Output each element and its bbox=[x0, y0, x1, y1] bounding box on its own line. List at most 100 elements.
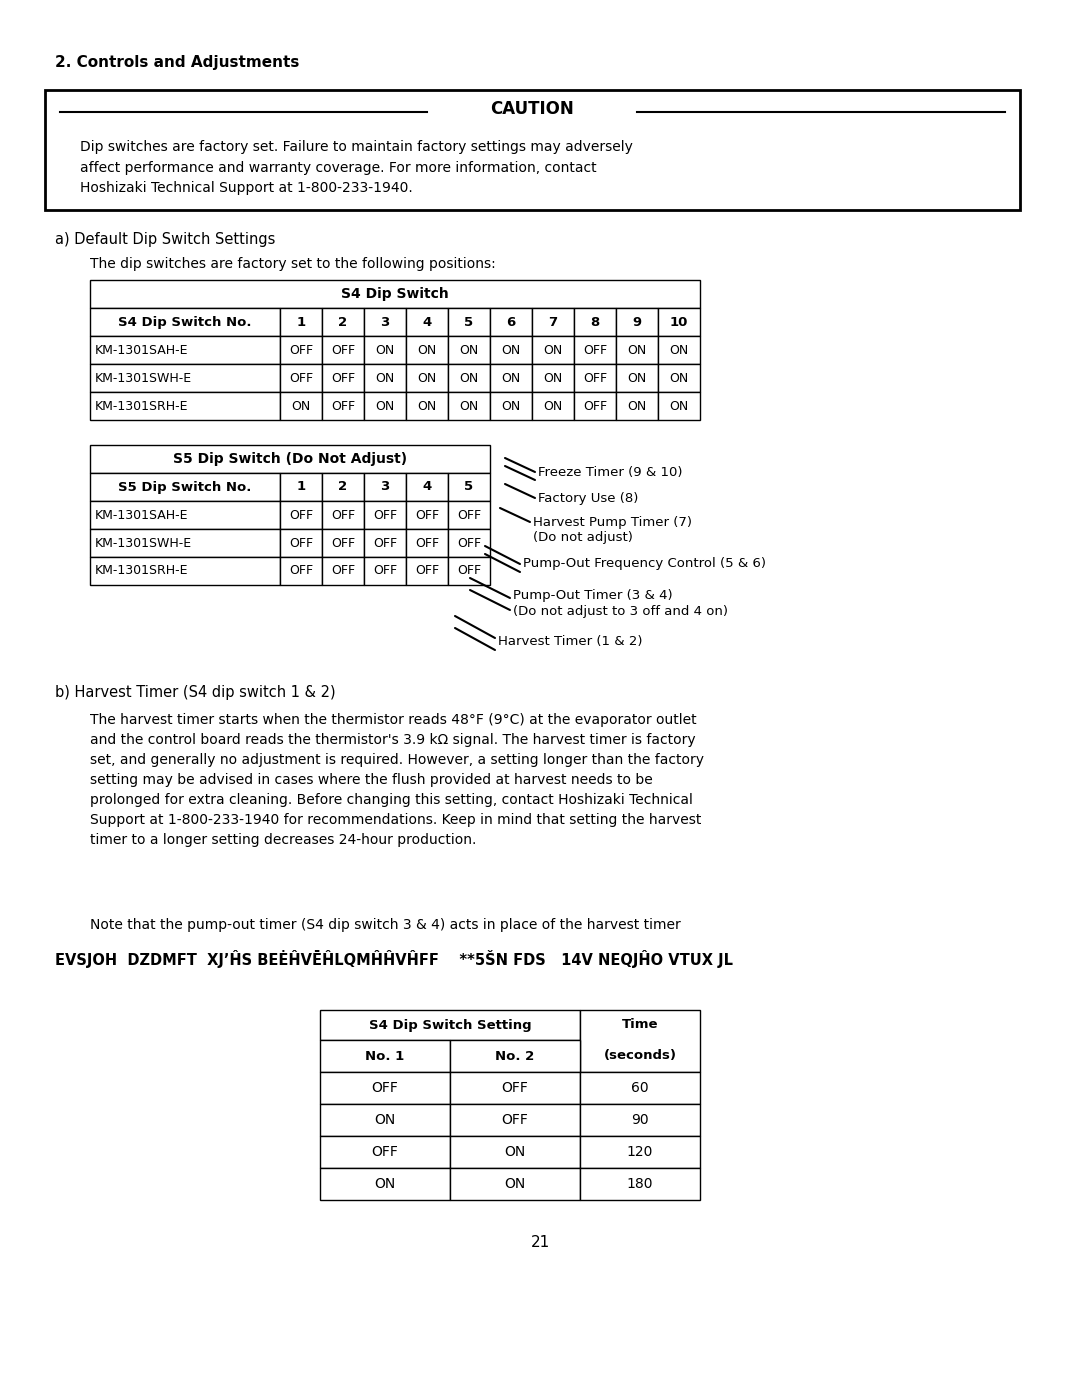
Text: The harvest timer starts when the thermistor reads 48°F (9°C) at the evaporator : The harvest timer starts when the thermi… bbox=[90, 712, 704, 848]
Text: OFF: OFF bbox=[330, 509, 355, 521]
FancyBboxPatch shape bbox=[90, 337, 280, 365]
Text: KM-1301SAH-E: KM-1301SAH-E bbox=[95, 344, 189, 356]
Text: 4: 4 bbox=[422, 481, 432, 493]
Text: ON: ON bbox=[417, 400, 436, 412]
Text: OFF: OFF bbox=[289, 536, 313, 549]
Text: 3: 3 bbox=[380, 316, 390, 328]
FancyBboxPatch shape bbox=[573, 337, 616, 365]
Text: ON: ON bbox=[670, 344, 689, 356]
FancyBboxPatch shape bbox=[406, 365, 448, 393]
FancyBboxPatch shape bbox=[580, 1136, 700, 1168]
Text: OFF: OFF bbox=[289, 509, 313, 521]
FancyBboxPatch shape bbox=[280, 337, 322, 365]
FancyBboxPatch shape bbox=[322, 529, 364, 557]
Text: 5: 5 bbox=[464, 316, 473, 328]
FancyBboxPatch shape bbox=[90, 474, 280, 502]
Text: OFF: OFF bbox=[501, 1081, 528, 1095]
Text: No. 1: No. 1 bbox=[365, 1049, 405, 1063]
FancyBboxPatch shape bbox=[322, 474, 364, 502]
FancyBboxPatch shape bbox=[450, 1104, 580, 1136]
FancyBboxPatch shape bbox=[450, 1071, 580, 1104]
FancyBboxPatch shape bbox=[322, 393, 364, 420]
FancyBboxPatch shape bbox=[320, 1104, 450, 1136]
Text: S5 Dip Switch (Do Not Adjust): S5 Dip Switch (Do Not Adjust) bbox=[173, 453, 407, 467]
Text: OFF: OFF bbox=[330, 564, 355, 577]
FancyBboxPatch shape bbox=[490, 393, 532, 420]
Text: S4 Dip Switch No.: S4 Dip Switch No. bbox=[118, 316, 252, 328]
FancyBboxPatch shape bbox=[322, 365, 364, 393]
FancyBboxPatch shape bbox=[90, 279, 700, 307]
FancyBboxPatch shape bbox=[406, 474, 448, 502]
FancyBboxPatch shape bbox=[532, 365, 573, 393]
Text: OFF: OFF bbox=[372, 1081, 399, 1095]
FancyBboxPatch shape bbox=[448, 393, 490, 420]
Text: 90: 90 bbox=[631, 1113, 649, 1127]
Text: 2. Controls and Adjustments: 2. Controls and Adjustments bbox=[55, 54, 299, 70]
FancyBboxPatch shape bbox=[320, 1071, 450, 1104]
FancyBboxPatch shape bbox=[364, 337, 406, 365]
FancyBboxPatch shape bbox=[616, 393, 658, 420]
FancyBboxPatch shape bbox=[448, 474, 490, 502]
Text: S5 Dip Switch No.: S5 Dip Switch No. bbox=[119, 481, 252, 493]
Text: ON: ON bbox=[504, 1178, 526, 1192]
FancyBboxPatch shape bbox=[322, 557, 364, 585]
Text: OFF: OFF bbox=[289, 564, 313, 577]
FancyBboxPatch shape bbox=[45, 89, 1020, 210]
Text: ON: ON bbox=[627, 400, 647, 412]
Text: ON: ON bbox=[417, 344, 436, 356]
FancyBboxPatch shape bbox=[280, 365, 322, 393]
FancyBboxPatch shape bbox=[280, 393, 322, 420]
Text: OFF: OFF bbox=[330, 372, 355, 384]
Text: ON: ON bbox=[376, 400, 394, 412]
Text: Harvest Pump Timer (7): Harvest Pump Timer (7) bbox=[534, 515, 692, 528]
FancyBboxPatch shape bbox=[320, 1136, 450, 1168]
Text: a) Default Dip Switch Settings: a) Default Dip Switch Settings bbox=[55, 232, 275, 247]
Text: OFF: OFF bbox=[415, 564, 440, 577]
FancyBboxPatch shape bbox=[280, 307, 322, 337]
Text: 60: 60 bbox=[631, 1081, 649, 1095]
FancyBboxPatch shape bbox=[90, 446, 490, 474]
Text: Freeze Timer (9 & 10): Freeze Timer (9 & 10) bbox=[538, 465, 683, 479]
FancyBboxPatch shape bbox=[532, 393, 573, 420]
Text: (seconds): (seconds) bbox=[604, 1049, 676, 1063]
FancyBboxPatch shape bbox=[658, 337, 700, 365]
Text: OFF: OFF bbox=[583, 400, 607, 412]
FancyBboxPatch shape bbox=[406, 502, 448, 529]
Text: Note that the pump-out timer (S4 dip switch 3 & 4) acts in place of the harvest : Note that the pump-out timer (S4 dip swi… bbox=[90, 918, 680, 932]
FancyBboxPatch shape bbox=[450, 1039, 580, 1071]
Text: 10: 10 bbox=[670, 316, 688, 328]
FancyBboxPatch shape bbox=[364, 529, 406, 557]
FancyBboxPatch shape bbox=[406, 557, 448, 585]
Text: Time: Time bbox=[622, 1018, 658, 1031]
Text: 180: 180 bbox=[626, 1178, 653, 1192]
Text: OFF: OFF bbox=[501, 1113, 528, 1127]
FancyBboxPatch shape bbox=[658, 393, 700, 420]
FancyBboxPatch shape bbox=[532, 337, 573, 365]
FancyBboxPatch shape bbox=[450, 1168, 580, 1200]
FancyBboxPatch shape bbox=[448, 529, 490, 557]
Text: ON: ON bbox=[627, 344, 647, 356]
Text: OFF: OFF bbox=[583, 344, 607, 356]
Text: KM-1301SAH-E: KM-1301SAH-E bbox=[95, 509, 189, 521]
FancyBboxPatch shape bbox=[573, 307, 616, 337]
Text: (Do not adjust to 3 off and 4 on): (Do not adjust to 3 off and 4 on) bbox=[513, 605, 728, 617]
Text: 4: 4 bbox=[422, 316, 432, 328]
FancyBboxPatch shape bbox=[90, 393, 280, 420]
FancyBboxPatch shape bbox=[90, 557, 280, 585]
Text: 1: 1 bbox=[296, 316, 306, 328]
Text: CAUTION: CAUTION bbox=[490, 101, 575, 117]
Text: 3: 3 bbox=[380, 481, 390, 493]
Text: OFF: OFF bbox=[373, 509, 397, 521]
Text: Factory Use (8): Factory Use (8) bbox=[538, 492, 638, 504]
FancyBboxPatch shape bbox=[580, 1104, 700, 1136]
FancyBboxPatch shape bbox=[658, 365, 700, 393]
FancyBboxPatch shape bbox=[320, 1039, 450, 1071]
Text: 5: 5 bbox=[464, 481, 473, 493]
FancyBboxPatch shape bbox=[320, 1168, 450, 1200]
Text: KM-1301SRH-E: KM-1301SRH-E bbox=[95, 564, 189, 577]
Text: ON: ON bbox=[670, 372, 689, 384]
FancyBboxPatch shape bbox=[450, 1136, 580, 1168]
FancyBboxPatch shape bbox=[280, 529, 322, 557]
FancyBboxPatch shape bbox=[90, 502, 280, 529]
Text: OFF: OFF bbox=[373, 536, 397, 549]
